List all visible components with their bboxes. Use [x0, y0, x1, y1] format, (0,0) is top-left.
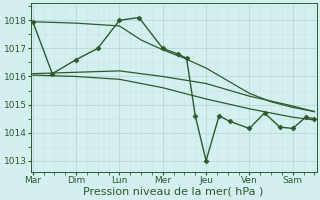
- X-axis label: Pression niveau de la mer( hPa ): Pression niveau de la mer( hPa ): [84, 187, 264, 197]
